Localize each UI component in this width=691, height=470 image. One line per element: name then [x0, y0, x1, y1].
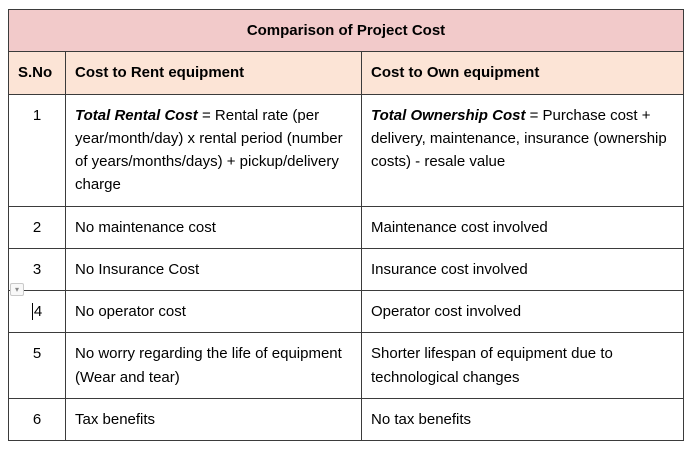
- chevron-down-icon: ▾: [14, 284, 19, 294]
- own-definition: = Purchase cost + delivery, maintenance,…: [371, 106, 667, 171]
- rent-text: Tax benefits: [75, 410, 156, 428]
- rent-term: Total Rental Cost: [75, 106, 198, 124]
- rent-cell: Tax benefits: [65, 397, 362, 442]
- sno-value: 1: [32, 106, 42, 124]
- own-cell: No tax benefits: [361, 397, 684, 442]
- rent-definition: = Rental rate (per year/month/day) x ren…: [75, 106, 343, 194]
- sno-value: 3: [32, 260, 42, 278]
- rent-text: No Insurance Cost: [75, 260, 200, 278]
- table-row: 3 No Insurance Cost Insurance cost invol…: [8, 247, 684, 292]
- rent-text: No worry regarding the life of equipment…: [75, 345, 342, 386]
- column-header-rent: Cost to Rent equipment: [65, 51, 362, 95]
- table-row: 2 No maintenance cost Maintenance cost i…: [8, 205, 684, 249]
- rent-cell: No Insurance Cost: [65, 247, 362, 292]
- own-cell: Maintenance cost involved: [361, 205, 684, 249]
- own-term: Total Ownership Cost: [371, 106, 526, 124]
- own-text: No tax benefits: [371, 410, 472, 428]
- own-text: Insurance cost involved: [371, 260, 528, 278]
- rent-text: No operator cost: [75, 303, 186, 320]
- column-header-sno: S.No: [8, 51, 66, 95]
- sno-cell: 5: [8, 332, 66, 399]
- sno-cell: 6: [8, 397, 66, 442]
- table-title: Comparison of Project Cost: [8, 8, 684, 53]
- own-cell: Insurance cost involved: [361, 247, 684, 292]
- column-header-own: Cost to Own equipment: [361, 51, 684, 95]
- title-row: Comparison of Project Cost: [8, 8, 684, 53]
- rent-text: No maintenance cost: [75, 218, 216, 236]
- sno-value: 5: [32, 345, 42, 363]
- table-row: 1 Total Rental Cost = Rental rate (per y…: [8, 93, 684, 207]
- sno-cell: 2: [8, 205, 66, 249]
- sno-cell: ▾ 4: [8, 283, 66, 334]
- table-paste-options-icon[interactable]: ▾: [10, 283, 24, 296]
- table-row: 5 No worry regarding the life of equipme…: [8, 332, 684, 399]
- sno-value: 6: [32, 410, 42, 428]
- sno-value: 4: [33, 303, 43, 320]
- own-text: Maintenance cost involved: [371, 218, 548, 236]
- sno-cell: 1: [8, 93, 66, 207]
- own-cell: Total Ownership Cost = Purchase cost + d…: [361, 93, 684, 207]
- table-row: ▾ 4 No operator cost Operator cost invol…: [8, 283, 684, 334]
- comparison-table: Comparison of Project Cost S.No Cost to …: [8, 8, 684, 442]
- own-text: Shorter lifespan of equipment due to tec…: [371, 345, 613, 386]
- own-text: Operator cost involved: [371, 303, 522, 320]
- rent-cell: No worry regarding the life of equipment…: [65, 332, 362, 399]
- own-cell: Shorter lifespan of equipment due to tec…: [361, 332, 684, 399]
- text-cursor: [31, 303, 33, 320]
- rent-cell: No maintenance cost: [65, 205, 362, 249]
- header-row: S.No Cost to Rent equipment Cost to Own …: [8, 51, 684, 95]
- sno-value: 2: [32, 218, 42, 236]
- rent-cell: Total Rental Cost = Rental rate (per yea…: [65, 93, 362, 207]
- rent-cell: No operator cost: [65, 289, 362, 334]
- table-row: 6 Tax benefits No tax benefits: [8, 397, 684, 442]
- own-cell: Operator cost involved: [361, 289, 684, 334]
